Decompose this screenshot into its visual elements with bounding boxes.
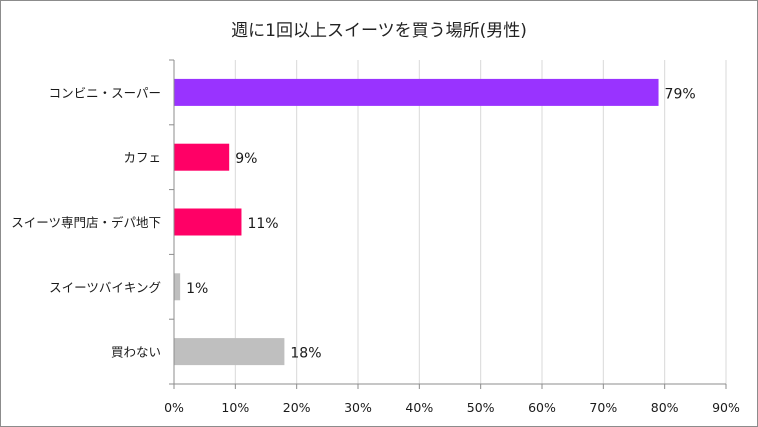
x-tick-label: 40% bbox=[405, 400, 433, 415]
bar bbox=[174, 208, 242, 236]
category-label: スイーツ専門店・デパ地下 bbox=[11, 215, 161, 230]
x-tick-label: 70% bbox=[589, 400, 617, 415]
category-label: 買わない bbox=[111, 345, 161, 360]
category-label: カフェ bbox=[123, 150, 161, 165]
x-tick-label: 10% bbox=[221, 400, 249, 415]
x-tick-label: 30% bbox=[344, 400, 372, 415]
category-label: スイーツバイキング bbox=[49, 280, 161, 295]
x-tick-label: 80% bbox=[651, 400, 679, 415]
chart-title: 週に1回以上スイーツを買う場所(男性) bbox=[231, 21, 527, 41]
x-tick-label: 50% bbox=[467, 400, 495, 415]
bar bbox=[174, 273, 181, 301]
bar bbox=[174, 338, 285, 366]
category-label: コンビニ・スーパー bbox=[49, 85, 161, 100]
data-label: 11% bbox=[247, 216, 278, 232]
x-tick-label: 90% bbox=[712, 400, 740, 415]
data-label: 1% bbox=[186, 281, 208, 297]
data-label: 9% bbox=[235, 151, 257, 167]
data-label: 18% bbox=[290, 346, 321, 362]
x-tick-label: 0% bbox=[164, 400, 184, 415]
data-label: 79% bbox=[665, 86, 696, 102]
x-tick-label: 60% bbox=[528, 400, 556, 415]
bar bbox=[174, 143, 230, 171]
x-tick-label: 20% bbox=[283, 400, 311, 415]
bar bbox=[174, 78, 659, 106]
